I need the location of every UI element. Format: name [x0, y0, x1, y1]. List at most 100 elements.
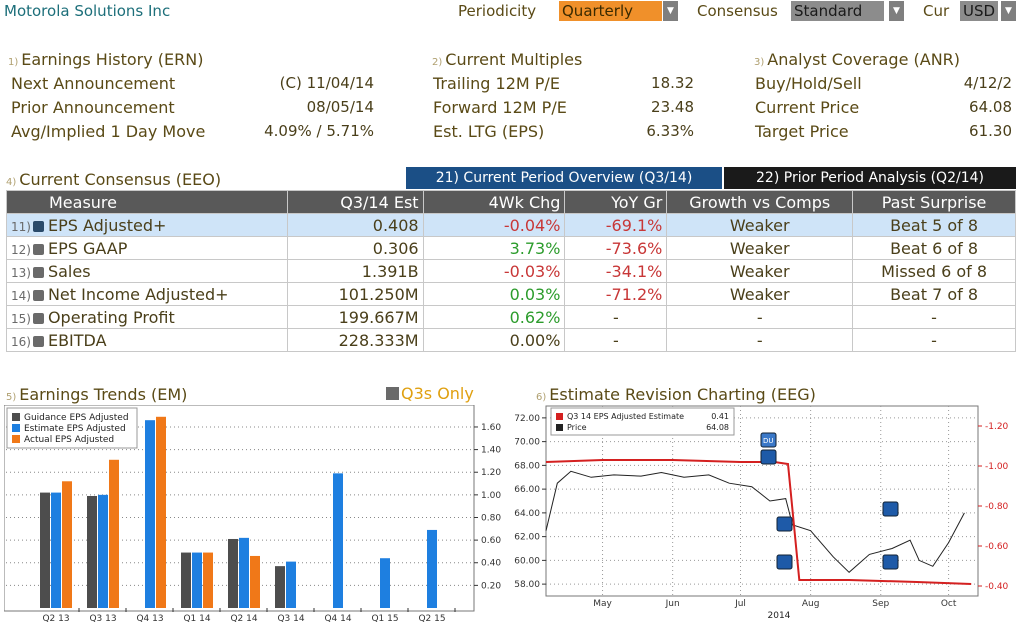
- row-number: 13): [11, 265, 31, 280]
- col-past-surprise[interactable]: Past Surprise: [852, 190, 1016, 214]
- guidance-update-marker[interactable]: [760, 432, 777, 448]
- current-multiples-num: 2): [432, 57, 443, 68]
- x-tick-label: Jul: [734, 599, 746, 609]
- currency-dropdown[interactable]: USD: [960, 1, 998, 21]
- row-measure: Sales: [47, 261, 91, 281]
- earnings-history-num: 1): [8, 57, 19, 68]
- bar-actual-eps-adjusted: [250, 555, 260, 608]
- analyst-coverage-title[interactable]: 3) Analyst Coverage (ANR): [754, 50, 960, 69]
- radio-icon[interactable]: [32, 243, 44, 255]
- periodicity-label: Periodicity: [458, 2, 537, 20]
- estimate-revision-chart: 58.00 60.00 62.00 64.00 66.00 68.00 70.00 72.00…: [514, 405, 1009, 621]
- radio-icon[interactable]: [32, 266, 44, 278]
- row-comps: Weaker: [666, 282, 854, 306]
- row-est: 228.333M: [286, 328, 424, 352]
- table-row[interactable]: 14) Net Income Adjusted+ 101.250M 0.03% -…: [6, 282, 1016, 306]
- radio-selected-icon[interactable]: [32, 220, 44, 232]
- ltg-value: 6.33%: [646, 122, 694, 140]
- consensus-dropdown[interactable]: Standard: [791, 1, 884, 21]
- left-tick-label: 72.00: [514, 414, 540, 424]
- row-est: 199.667M: [286, 305, 424, 329]
- bar-estimate-eps-adjusted: [51, 492, 61, 608]
- analyst-coverage-num: 3): [754, 57, 765, 68]
- trailing-pe-label: Trailing 12M P/E: [433, 74, 560, 93]
- estimate-revision-marker[interactable]: [882, 501, 899, 517]
- revision-markers: DU: [760, 432, 899, 570]
- currency-chevron-down-icon[interactable]: ▼: [1001, 1, 1016, 21]
- row-number: 16): [11, 334, 31, 349]
- estimate-revision-title[interactable]: 6) Estimate Revision Charting (EEG): [536, 385, 816, 404]
- periodicity-chevron-down-icon[interactable]: ▼: [663, 1, 678, 21]
- tab-prior-period[interactable]: 22) Prior Period Analysis (Q2/14): [724, 167, 1016, 189]
- checkbox-icon[interactable]: [386, 387, 399, 400]
- tab-current-period[interactable]: 21) Current Period Overview (Q3/14): [406, 167, 722, 189]
- row-est: 0.306: [286, 236, 424, 260]
- x-tick-label: Q2 13: [42, 614, 69, 624]
- row-measure: EPS Adjusted+: [47, 215, 167, 235]
- row-comps: Weaker: [666, 213, 854, 237]
- radio-icon[interactable]: [32, 335, 44, 347]
- current-consensus-title-text: Current Consensus (EEO): [19, 170, 222, 189]
- col-4wk-chg[interactable]: 4Wk Chg: [422, 190, 566, 214]
- left-tick-label: 64.00: [514, 509, 540, 519]
- row-surprise: Beat 6 of 8: [852, 236, 1016, 260]
- right-tick-label: -1.00: [985, 462, 1009, 472]
- left-tick-label: 58.00: [514, 580, 540, 590]
- guidance-update-label: DU: [763, 437, 774, 445]
- chart-left-ticks: 58.00 60.00 62.00 64.00 66.00 68.00 70.00 72.00: [514, 414, 546, 590]
- current-consensus-title[interactable]: 4) Current Consensus (EEO): [6, 170, 221, 189]
- estimate-revision-marker[interactable]: [776, 516, 793, 532]
- x-axis-year: 2014: [768, 611, 791, 621]
- col-est[interactable]: Q3/14 Est: [286, 190, 424, 214]
- legend-box: [6, 407, 138, 449]
- row-comps: Weaker: [666, 236, 854, 260]
- earnings-history-title[interactable]: 1) Earnings History (ERN): [8, 50, 203, 69]
- periodicity-dropdown[interactable]: Quarterly: [559, 1, 662, 21]
- row-4wk-chg: -0.04%: [422, 213, 566, 237]
- table-row[interactable]: 16) EBITDA 228.333M 0.00% - - -: [6, 328, 1016, 352]
- row-measure: EBITDA: [47, 330, 107, 350]
- col-measure[interactable]: Measure: [6, 190, 288, 214]
- avg-move-label: Avg/Implied 1 Day Move: [11, 122, 206, 141]
- legend-label-estimate: Estimate EPS Adjusted: [24, 424, 126, 434]
- y-tick-label: 1.40: [481, 446, 501, 456]
- row-surprise: Beat 7 of 8: [852, 282, 1016, 306]
- estimate-series-line: [545, 459, 972, 585]
- estimate-revision-marker[interactable]: [882, 554, 899, 570]
- row-4wk-chg: 0.00%: [422, 328, 566, 352]
- legend-label-estimate: Q3 14 EPS Adjusted Estimate: [567, 412, 684, 421]
- legend-swatch-price: [556, 424, 563, 431]
- estimate-revision-title-text: Estimate Revision Charting (EEG): [549, 385, 816, 404]
- table-row[interactable]: 12) EPS GAAP 0.306 3.73% -73.6% Weaker Be…: [6, 236, 1016, 260]
- chart-bars: [40, 416, 437, 608]
- table-row[interactable]: 13) Sales 1.391B -0.03% -34.1% Weaker Mis…: [6, 259, 1016, 283]
- estimate-revision-marker[interactable]: [760, 449, 777, 465]
- current-multiples-title[interactable]: 2) Current Multiples: [432, 50, 582, 69]
- right-tick-label: -0.40: [985, 582, 1009, 592]
- radio-icon[interactable]: [32, 289, 44, 301]
- radio-icon[interactable]: [32, 312, 44, 324]
- row-number: 11): [11, 219, 31, 234]
- y-tick-label: 1.20: [481, 468, 501, 478]
- bar-estimate-eps-adjusted: [239, 537, 249, 608]
- row-comps: -: [666, 328, 854, 352]
- table-row[interactable]: 15) Operating Profit 199.667M 0.62% - - -: [6, 305, 1016, 329]
- legend-label-actual: Actual EPS Adjusted: [24, 435, 114, 445]
- col-growth-vs-comps[interactable]: Growth vs Comps: [666, 190, 854, 214]
- y-tick-label: 0.60: [481, 536, 501, 546]
- consensus-chevron-down-icon[interactable]: ▼: [889, 1, 904, 21]
- estimate-revision-marker[interactable]: [776, 554, 793, 570]
- current-price-value: 64.08: [969, 98, 1012, 116]
- x-tick-label: Q3 13: [89, 614, 116, 624]
- legend-swatch-guidance: [12, 413, 20, 421]
- chart-legend: Q3 14 EPS Adjusted Estimate 0.41 Price 6…: [550, 407, 735, 436]
- bar-actual-eps-adjusted: [62, 481, 72, 608]
- legend-value-price: 64.08: [706, 423, 729, 432]
- row-4wk-chg: -0.03%: [422, 259, 566, 283]
- y-tick-label: 0.40: [481, 559, 501, 569]
- table-row[interactable]: 11) EPS Adjusted+ 0.408 -0.04% -69.1% Wea…: [6, 213, 1016, 237]
- earnings-trends-title[interactable]: 5) Earnings Trends (EM): [6, 385, 187, 404]
- q3s-only-toggle[interactable]: Q3s Only: [386, 384, 474, 403]
- col-yoy-gr[interactable]: YoY Gr: [564, 190, 668, 214]
- row-comps: -: [666, 305, 854, 329]
